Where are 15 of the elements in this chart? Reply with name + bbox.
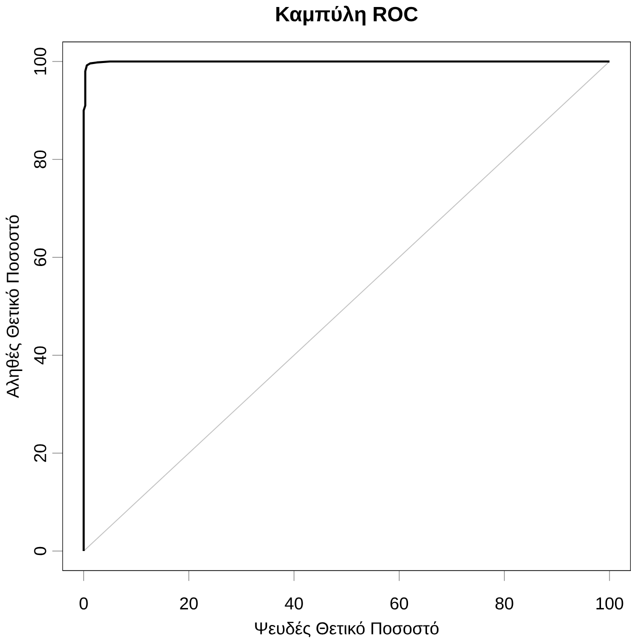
x-axis-title: Ψευδές Θετικό Ποσοστό (255, 621, 439, 638)
x-tick-label: 100 (596, 597, 624, 610)
x-tick-label: 80 (496, 597, 514, 610)
y-tick-label: 60 (34, 248, 46, 266)
x-tick-label: 0 (80, 597, 88, 610)
x-tick-label: 20 (180, 597, 198, 610)
y-tick-label: 0 (34, 546, 46, 556)
y-tick-label: 80 (34, 150, 46, 168)
y-axis-title: Αληθές Θετικό Ποσοστό (6, 215, 22, 398)
y-tick-label: 40 (34, 346, 46, 364)
x-tick-label: 40 (284, 597, 303, 610)
y-tick-label: 20 (34, 444, 46, 462)
x-tick-label: 60 (390, 597, 408, 610)
y-tick-label: 100 (34, 48, 46, 75)
chart-title: Καμπύλη ROC (276, 6, 418, 26)
